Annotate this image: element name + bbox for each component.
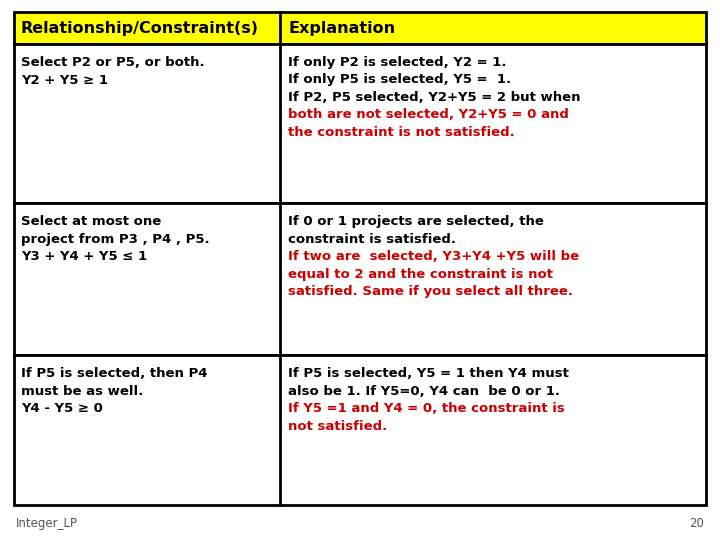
Text: Explanation: Explanation: [289, 21, 395, 36]
Text: Y3 + Y4 + Y5 ≤ 1: Y3 + Y4 + Y5 ≤ 1: [21, 250, 147, 263]
Text: Select P2 or P5, or both.: Select P2 or P5, or both.: [21, 56, 204, 69]
Text: If only P5 is selected, Y5 =  1.: If only P5 is selected, Y5 = 1.: [289, 73, 511, 86]
Text: must be as well.: must be as well.: [21, 384, 143, 397]
Text: project from P3 , P4 , P5.: project from P3 , P4 , P5.: [21, 233, 210, 246]
Text: Select at most one: Select at most one: [21, 215, 161, 228]
Bar: [14, 44, 706, 203]
Text: 20: 20: [689, 517, 704, 530]
Text: Y4 - Y5 ≥ 0: Y4 - Y5 ≥ 0: [21, 402, 103, 415]
Bar: [14, 12, 706, 44]
Text: the constraint is not satisfied.: the constraint is not satisfied.: [289, 126, 516, 139]
Bar: [14, 203, 706, 355]
Text: If Y5 =1 and Y4 = 0, the constraint is: If Y5 =1 and Y4 = 0, the constraint is: [289, 402, 565, 415]
Text: If two are  selected, Y3+Y4 +Y5 will be: If two are selected, Y3+Y4 +Y5 will be: [289, 250, 580, 263]
Text: Relationship/Constraint(s): Relationship/Constraint(s): [20, 21, 258, 36]
Text: satisfied. Same if you select all three.: satisfied. Same if you select all three.: [289, 285, 573, 298]
Text: both are not selected, Y2+Y5 = 0 and: both are not selected, Y2+Y5 = 0 and: [289, 109, 570, 122]
Text: If P5 is selected, then P4: If P5 is selected, then P4: [21, 367, 207, 380]
Text: not satisfied.: not satisfied.: [289, 420, 387, 433]
Text: Y2 + Y5 ≥ 1: Y2 + Y5 ≥ 1: [21, 73, 108, 86]
Text: equal to 2 and the constraint is not: equal to 2 and the constraint is not: [289, 267, 554, 281]
Text: constraint is satisfied.: constraint is satisfied.: [289, 233, 456, 246]
Text: If P2, P5 selected, Y2+Y5 = 2 but when: If P2, P5 selected, Y2+Y5 = 2 but when: [289, 91, 581, 104]
Text: If 0 or 1 projects are selected, the: If 0 or 1 projects are selected, the: [289, 215, 544, 228]
Text: Integer_LP: Integer_LP: [16, 517, 78, 530]
Text: also be 1. If Y5=0, Y4 can  be 0 or 1.: also be 1. If Y5=0, Y4 can be 0 or 1.: [289, 384, 560, 397]
Bar: [14, 355, 706, 505]
Text: If only P2 is selected, Y2 = 1.: If only P2 is selected, Y2 = 1.: [289, 56, 507, 69]
Text: If P5 is selected, Y5 = 1 then Y4 must: If P5 is selected, Y5 = 1 then Y4 must: [289, 367, 570, 380]
